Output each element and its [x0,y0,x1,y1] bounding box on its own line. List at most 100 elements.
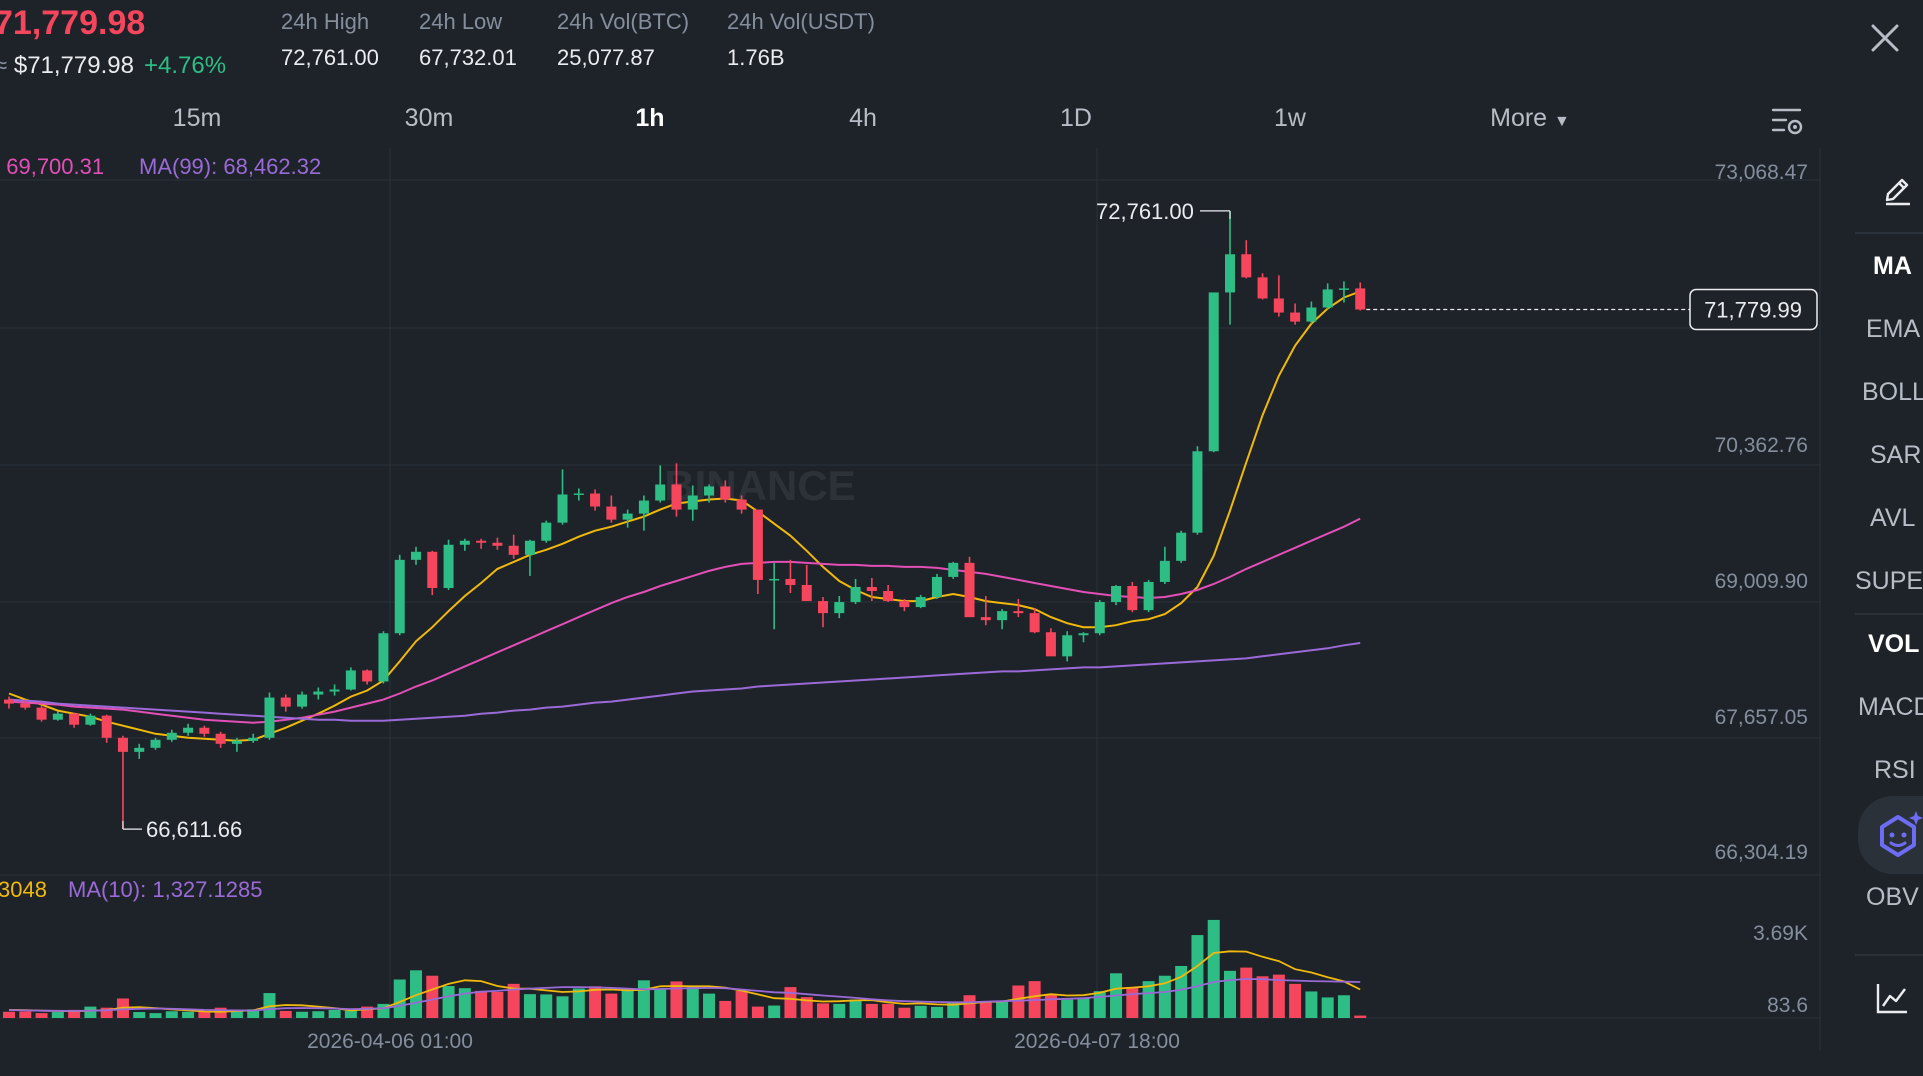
candle [101,714,112,743]
ma-line-ma7 [8,290,1361,742]
candle-body [313,691,324,695]
indicator-avl[interactable]: AVL [1870,504,1916,532]
candle [1045,628,1056,657]
more-timeframes-dropdown[interactable]: More ▼ [1490,104,1570,133]
candle [964,556,975,618]
candle-body [524,540,535,555]
time-axis-label: 2026-04-07 18:00 [1014,1030,1180,1053]
candle [704,484,715,503]
price-axis-label: 67,657.05 [1715,706,1808,729]
candle [411,546,421,565]
candle-body [622,513,633,520]
candle [1078,632,1089,643]
candle [362,669,373,685]
close-button[interactable] [1865,18,1905,58]
volume-bar [214,1007,227,1018]
volume-bar [1289,983,1302,1018]
candle-body [573,493,584,495]
ma25-value: 69,700.31 [6,154,105,179]
chart-settings-button[interactable] [1770,104,1806,140]
volume-bar [442,986,455,1018]
tab-1d[interactable]: 1D [1060,104,1092,132]
volume-bar [572,988,585,1018]
stat-24h-high-label: 24h High [281,9,370,34]
chart-type-button[interactable] [1874,980,1910,1021]
indicator-super[interactable]: SUPER [1855,567,1923,595]
candle [199,725,210,737]
candle [1111,584,1122,606]
chart-grid [0,148,1821,1050]
candle-body [769,578,780,581]
candle-body [85,715,96,725]
candle [573,488,584,501]
candle [948,561,959,579]
tab-15m[interactable]: 15m [172,104,222,132]
volume-bar [849,999,862,1018]
candle [1290,303,1301,325]
candle-body [459,540,470,545]
candle [1062,631,1073,662]
candle-body [215,733,226,744]
candle [394,554,405,636]
ma-line-ma99 [8,642,1361,722]
more-label: More [1490,104,1548,132]
indicator-vol[interactable]: VOL [1868,630,1920,658]
volume-bar [1061,999,1074,1018]
volume-bar [410,970,422,1018]
candle [69,712,80,728]
volume-bar [719,1000,732,1018]
candle-body [785,578,796,585]
volume-bar [3,1011,15,1018]
candle-body [1143,581,1154,611]
volume-bar [1272,974,1285,1018]
candle-body [492,542,503,546]
volume-bar [198,1011,211,1018]
candle-body [20,703,31,708]
line-chart-icon [1876,984,1907,1014]
volume-bar [898,1007,911,1018]
draw-tool-button[interactable] [1880,170,1916,211]
candle [769,562,780,630]
indicator-macd[interactable]: MACD [1858,693,1923,721]
tab-4h[interactable]: 4h [849,104,877,132]
indicator-rsi[interactable]: RSI [1874,756,1916,784]
volume-bar [523,994,536,1018]
candle-body [36,707,47,720]
price-change-percent: +4.76% [143,52,227,79]
stat-24h-vol-usdt-label: 24h Vol(USDT) [727,9,875,34]
candle [459,538,470,551]
candle-body [1062,635,1073,657]
volume-bar [817,1003,829,1018]
candle [834,596,845,619]
ai-assistant-button[interactable] [1858,796,1923,874]
candle-body [199,727,210,734]
volume-bar [865,1003,878,1018]
indicator-sar[interactable]: SAR [1870,441,1922,469]
tab-1h[interactable]: 1h [635,104,665,132]
volume-bar [1126,987,1139,1018]
candle [671,463,682,517]
price-axis-label: 70,362.76 [1715,434,1808,457]
candle [1159,546,1170,584]
volume-line-ma5 [8,950,1361,1013]
indicator-ema[interactable]: EMA [1866,315,1921,343]
tab-1w[interactable]: 1w [1274,104,1306,132]
volume-bar [279,1010,292,1018]
candle-body [818,601,828,614]
volume-bar [1158,975,1171,1018]
volume-bar [670,981,683,1018]
candle [1127,581,1138,613]
volume-bar [963,995,976,1018]
indicator-obv[interactable]: OBV [1866,883,1919,911]
candle [85,713,96,726]
candle [1094,600,1105,636]
candle [166,729,177,742]
candle [36,705,47,722]
candle-body [915,597,926,608]
indicator-boll[interactable]: BOLL [1862,378,1923,406]
candle-body [590,493,601,507]
tab-30m[interactable]: 30m [404,104,454,132]
volume-bar [247,1009,260,1018]
indicator-ma[interactable]: MA [1873,252,1912,280]
